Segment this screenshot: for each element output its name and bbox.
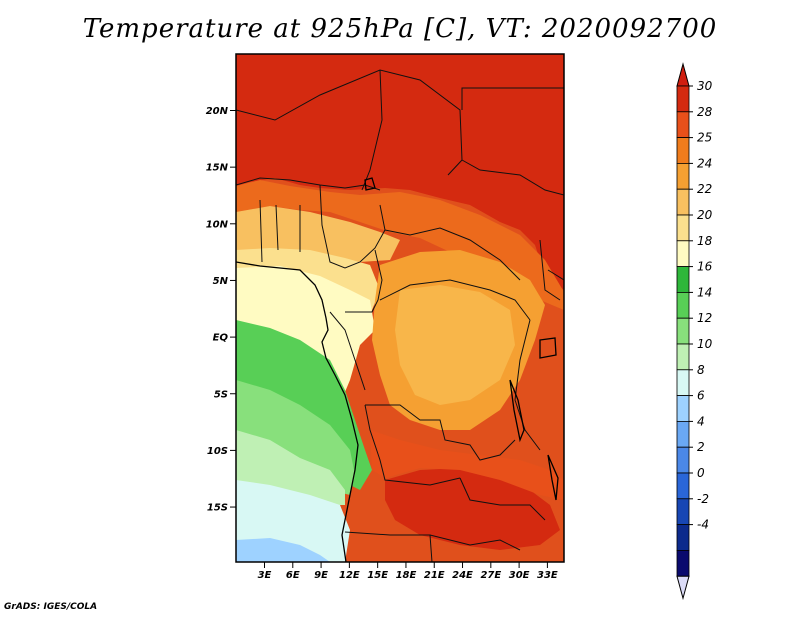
lat-tick-label: 10S	[207, 446, 228, 457]
colorbar-swatch	[676, 240, 690, 268]
map-frame	[235, 53, 565, 563]
colorbar-label: 0	[697, 466, 705, 480]
colorbar-swatch	[676, 343, 690, 371]
colorbar-swatch	[676, 550, 690, 577]
lat-tick-label: 5S	[214, 389, 228, 400]
lon-tick-label: 30E	[509, 570, 530, 581]
border-nigeria	[319, 184, 386, 269]
colorbar-swatch	[676, 446, 690, 474]
colorbar-swatch	[676, 472, 690, 500]
border-botswana	[429, 534, 521, 551]
colorbar-swatch	[676, 369, 690, 396]
lat-tick-label: 10N	[206, 219, 229, 230]
lon-tick-label: 6E	[286, 570, 300, 581]
colorbar-swatch	[676, 317, 690, 345]
lon-tick-label: 18E	[396, 570, 417, 581]
border-angola	[364, 404, 461, 486]
colorbar-label: 25	[697, 131, 712, 145]
colorbar-label: 28	[697, 105, 713, 119]
border-drc-east	[514, 319, 541, 451]
colorbar-swatch	[676, 214, 690, 242]
field-zone-basin-core	[395, 285, 515, 405]
lat-tick-label: 15N	[206, 163, 229, 174]
latitude-axis: 20N 15N 10N 5N EQ 5S 10S 15S	[206, 106, 236, 514]
colorbar-swatch	[676, 291, 690, 319]
border-drc-north	[379, 279, 531, 321]
lon-tick-label: 24E	[452, 570, 473, 581]
field-zone-coast-pale	[236, 266, 375, 392]
field-zone-ocean-blue	[236, 538, 330, 562]
colorbar-label: 14	[697, 285, 712, 299]
lat-tick-label: 5N	[213, 276, 229, 287]
border-chad-sudan	[461, 87, 564, 110]
colorbar-swatch	[676, 111, 690, 139]
colorbar-swatch	[676, 420, 690, 448]
colorbar-label: 10	[697, 337, 713, 351]
colorbar-swatch	[676, 498, 690, 525]
coastline-lake-malawi	[547, 454, 559, 501]
colorbar-label: 2	[697, 440, 705, 454]
colorbar-top-arrow	[676, 62, 690, 87]
lat-tick-label: 15S	[207, 503, 228, 514]
lon-tick-label: 15E	[367, 570, 388, 581]
border-sahara-north	[236, 69, 463, 176]
map-title: Temperature at 925hPa [C], VT: 202009270…	[82, 14, 718, 44]
colorbar-swatch	[676, 266, 690, 293]
border-sudan-south	[461, 159, 564, 196]
colorbar-label: -2	[697, 492, 709, 506]
lon-tick-label: 27E	[480, 570, 501, 581]
colorbar-swatch	[676, 162, 690, 190]
field-zone-orange-band	[236, 180, 564, 310]
colorbar-label: 18	[697, 234, 713, 248]
coastline-lake-victoria	[539, 337, 557, 359]
border-gabon-congo	[329, 311, 366, 391]
field-zone-south-hot	[385, 468, 560, 550]
colorbar-label: 20	[697, 208, 713, 222]
colorbar-swatch	[676, 137, 690, 164]
border-car	[384, 227, 521, 281]
colorbar-label: 22	[697, 182, 712, 196]
colorbar-label: 4	[697, 414, 705, 428]
lon-tick-label: 33E	[537, 570, 558, 581]
colorbar-swatch	[676, 395, 690, 422]
colorbar-swatch	[676, 188, 690, 216]
temperature-field	[236, 54, 564, 562]
border-zambia	[459, 477, 546, 521]
border-drc-south	[365, 404, 516, 461]
country-borders	[236, 69, 564, 562]
coastlines	[236, 177, 559, 562]
colorbar-swatch	[676, 524, 690, 551]
lon-tick-label: 9E	[314, 570, 328, 581]
lat-tick-label: EQ	[213, 333, 229, 344]
colorbar-label: -4	[697, 518, 709, 532]
colorbar-label: 30	[697, 79, 713, 93]
border-east-africa	[539, 239, 564, 301]
colorbar-swatch	[676, 85, 690, 113]
coastline-gulf-of-guinea	[236, 261, 359, 562]
longitude-axis: 3E 6E 9E 12E 15E 18E 21E 24E 27E 30E 33E	[258, 562, 558, 581]
colorbar-label: 6	[697, 389, 705, 403]
border-namibia	[344, 531, 433, 562]
border-cameroon	[345, 249, 383, 313]
field-zone-ocean-lightgreen	[236, 380, 355, 495]
lon-tick-label: 12E	[339, 570, 360, 581]
lat-tick-label: 20N	[206, 106, 229, 117]
coastline-lake-tanganyika	[509, 379, 525, 443]
colorbar-label: 24	[697, 156, 712, 170]
colorbar-label: 16	[697, 260, 713, 274]
lon-tick-label: 3E	[258, 570, 272, 581]
field-zone-south-orange	[370, 430, 564, 500]
lon-tick-label: 21E	[424, 570, 445, 581]
colorbar-bottom-arrow	[676, 575, 690, 601]
field-zone-north-hot	[236, 54, 564, 290]
colorbar-label: 12	[697, 311, 712, 325]
border-ghana-benin	[259, 199, 301, 263]
credit-label: GrADS: IGES/COLA	[4, 602, 98, 612]
colorbar-label: 8	[697, 363, 705, 377]
coastline-lake-chad	[364, 177, 376, 191]
